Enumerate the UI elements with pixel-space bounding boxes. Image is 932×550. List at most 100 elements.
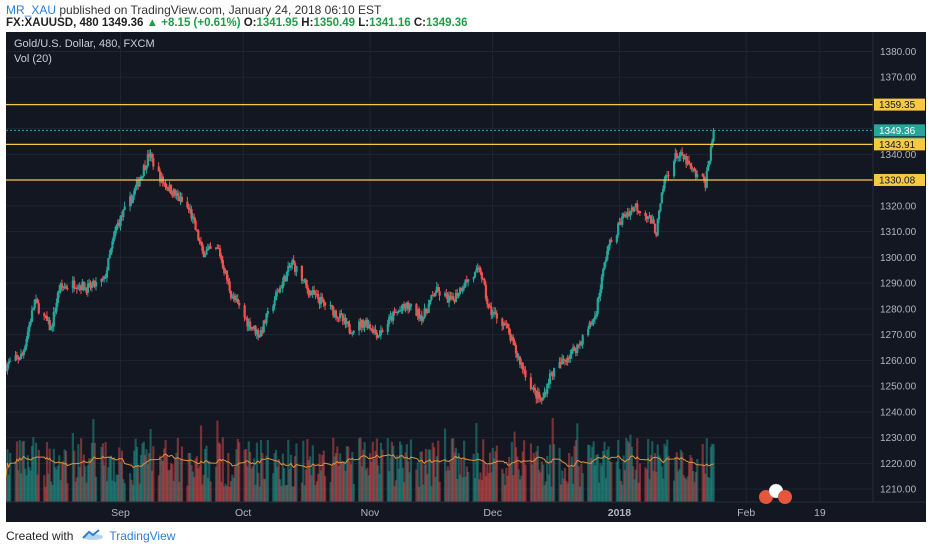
candle-body: [476, 267, 479, 270]
volume-bar: [488, 452, 492, 502]
volume-bar: [645, 469, 648, 502]
candle-body: [652, 219, 655, 224]
candle-body: [79, 285, 83, 290]
volume-bar: [415, 469, 418, 502]
candle-body: [219, 248, 222, 257]
candle-body: [568, 358, 571, 360]
volume-bar: [114, 481, 117, 502]
volume-bar: [371, 441, 374, 502]
candle-body: [544, 391, 548, 394]
volume-bar: [664, 446, 667, 502]
candle-body: [160, 176, 163, 183]
candles: [5, 127, 715, 405]
level-lines[interactable]: [6, 104, 873, 181]
volume-bar: [559, 484, 563, 502]
tradingview-link[interactable]: TradingView: [109, 528, 176, 543]
candle-body: [209, 246, 212, 249]
level-label-box: [874, 173, 925, 186]
volume-bar: [524, 464, 527, 502]
candle-body: [364, 320, 368, 324]
candle-body: [570, 349, 573, 355]
volume-bar: [484, 476, 488, 502]
candle-body: [73, 280, 76, 289]
volume-bar: [627, 442, 631, 502]
volume-bar: [445, 470, 448, 502]
candle-body: [712, 130, 715, 142]
candle-body: [274, 292, 278, 301]
volume-bar: [604, 478, 608, 502]
candle-body: [259, 330, 263, 337]
volume-bar: [692, 471, 695, 502]
time-axis[interactable]: Sep Oct Nov Dec 2018 Feb 19: [6, 501, 926, 519]
candle-body: [333, 310, 336, 316]
candle-body: [709, 147, 712, 161]
candle-body: [418, 308, 421, 319]
candle-body: [105, 270, 109, 278]
candle-body: [565, 360, 568, 362]
triangle-up-icon: ▲: [146, 17, 159, 29]
candle-body: [318, 299, 321, 305]
candle-body: [434, 292, 437, 296]
volume-bar: [204, 448, 207, 502]
volume-bar: [603, 441, 606, 502]
candle-body: [90, 284, 94, 288]
candle-body: [129, 196, 132, 207]
volume-bar: [294, 456, 297, 502]
candle-body: [43, 313, 46, 316]
volume-bar: [58, 455, 61, 502]
volume-bar: [228, 486, 231, 502]
price-tick-label: 1310.00: [880, 227, 917, 238]
volume-bar: [45, 441, 49, 502]
candle-body: [651, 219, 654, 224]
candle-body: [593, 316, 597, 320]
volume-bar: [190, 465, 193, 502]
volume-bar: [250, 468, 253, 502]
volume-bar: [408, 472, 411, 502]
candle-body: [363, 323, 366, 328]
candle-body: [404, 307, 407, 309]
candle-body: [77, 287, 80, 289]
footer: Created with TradingView: [6, 528, 175, 543]
time-tick-label: Nov: [361, 507, 380, 519]
volume-bar: [287, 439, 290, 502]
candle-body: [621, 216, 624, 225]
candle-body: [433, 295, 436, 297]
candle-body: [645, 216, 648, 219]
volume-bar: [705, 438, 708, 502]
candle-body: [509, 333, 512, 341]
candle-body: [634, 203, 638, 208]
candle-body: [205, 250, 208, 255]
candle-body: [262, 320, 265, 333]
volume-bar: [43, 475, 46, 502]
volume-bar: [568, 452, 571, 502]
volume-bar: [593, 465, 597, 502]
volume-bar: [629, 434, 632, 502]
volume-bar: [589, 457, 593, 502]
volume-bar: [332, 437, 335, 502]
symbol-label: FX:XAUUSD, 480: [6, 17, 99, 29]
volume-bar: [529, 443, 533, 502]
volume-bar: [651, 441, 654, 502]
author-link[interactable]: MR_XAU: [6, 3, 57, 17]
candle-body: [206, 248, 209, 251]
volume-bar: [546, 455, 549, 502]
volume-bar: [79, 438, 83, 502]
candle-body: [371, 329, 374, 333]
candle-body: [231, 297, 234, 299]
volume-bar: [165, 455, 169, 502]
price-chart[interactable]: 1210.00 1220.00 1230.00 1240.00 1250.00 1260.…: [5, 32, 926, 522]
volume-bar: [574, 440, 578, 502]
candle-body: [85, 287, 88, 293]
price-axis[interactable]: 1210.00 1220.00 1230.00 1240.00 1250.00 1260.…: [872, 32, 925, 502]
candle-body: [602, 269, 605, 277]
chart-area[interactable]: 1210.00 1220.00 1230.00 1240.00 1250.00 1260.…: [5, 32, 926, 522]
candle-body: [253, 325, 256, 329]
price-tick-label: 1340.00: [880, 150, 917, 161]
volume-bar: [689, 455, 692, 502]
candle-body: [390, 316, 393, 321]
volume-bar: [36, 474, 39, 502]
volume-bar: [295, 443, 298, 502]
candle-body: [407, 302, 410, 310]
flag-event-icon[interactable]: [759, 483, 792, 504]
candle-body: [32, 308, 35, 311]
